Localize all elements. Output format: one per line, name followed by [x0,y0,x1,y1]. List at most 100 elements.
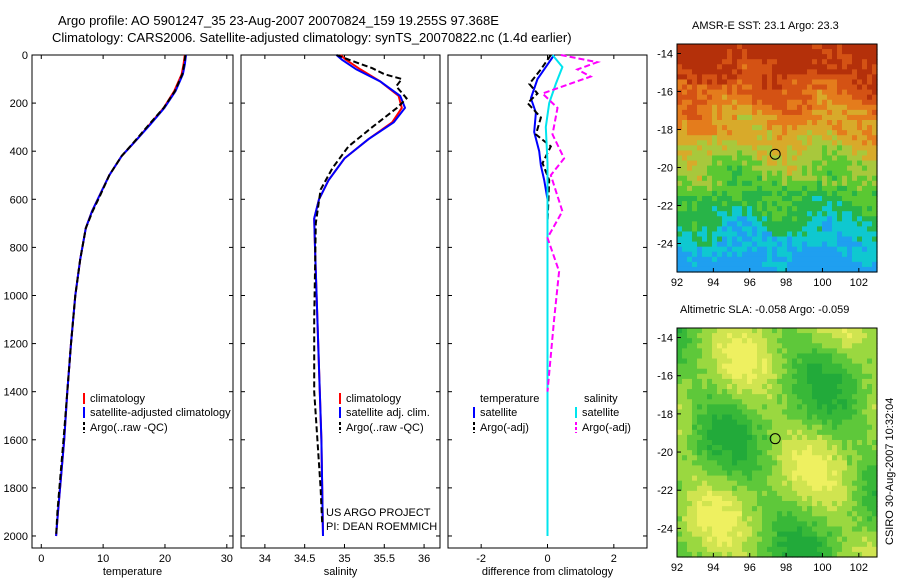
sst-heatmap-cell [862,246,868,253]
sla-heatmap-cell [837,480,843,487]
sla-heatmap-cell [717,353,723,360]
sst-heatmap-cell [772,49,778,55]
sst-heatmap-cell [752,165,758,172]
sst-heatmap-cell [707,246,713,253]
sst-heatmap-cell [842,206,848,212]
sla-heatmap-cell [742,450,748,456]
sst-heatmap-cell [752,59,758,65]
sst-heatmap-cell [767,201,773,207]
sla-heatmap-cell [727,389,733,395]
sst-heatmap-cell [812,89,818,96]
sst-heatmap-cell [767,79,773,86]
sla-heatmap-cell [707,404,713,411]
sla-heatmap-cell [832,460,838,466]
sla-heatmap-cell [837,521,843,528]
sst-heatmap-cell [692,64,698,70]
sla-heatmap-cell [767,501,773,507]
sst-heatmap-cell [852,114,858,121]
sst-heatmap-cell [727,150,733,157]
sla-heatmap-cell [787,490,793,497]
sst-heatmap-cell [837,175,843,182]
sla-heatmap-cell [712,495,718,502]
sla-heatmap-cell [842,460,848,466]
sla-heatmap-cell [777,531,783,538]
sst-heatmap-cell [772,150,778,157]
sla-heatmap-cell [712,501,718,507]
sst-heatmap-cell [852,150,858,157]
sla-heatmap-cell [827,409,833,416]
sst-heatmap-cell [682,231,688,238]
sla-heatmap-cell [747,526,753,533]
sla-heatmap-cell [687,353,693,360]
sst-heatmap-cell [872,120,878,126]
depth-tick-label: 2000 [4,531,28,543]
sst-heatmap-cell [857,94,863,101]
sst-heatmap-cell [792,140,798,146]
sla-heatmap-cell [867,490,873,497]
sla-heatmap-cell [832,480,838,487]
sla-heatmap-cell [852,358,858,365]
sst-heatmap-cell [772,69,778,75]
sla-heatmap-cell [842,429,848,436]
sst-heatmap-cell [832,231,838,238]
sst-heatmap-cell [697,79,703,86]
sst-heatmap-cell [727,216,733,222]
sst-heatmap-cell [847,160,853,167]
sst-heatmap-cell [832,150,838,157]
sla-heatmap-cell [852,541,858,548]
sst-heatmap-cell [687,185,693,192]
sst-heatmap-cell [822,231,828,238]
sla-heatmap-cell [732,521,738,528]
sla-heatmap-cell [727,419,733,426]
sla-heatmap-cell [757,526,763,533]
sla-heatmap-cell [767,450,773,456]
sla-heatmap-cell [872,445,878,451]
sla-heatmap-cell [837,343,843,349]
sst-heatmap-cell [707,160,713,167]
sla-heatmap-cell [862,419,868,426]
sla-heatmap-cell [872,551,878,558]
sst-heatmap-cell [777,246,783,253]
sst-heatmap-cell [802,74,808,81]
sla-heatmap-cell [802,495,808,502]
sla-heatmap-cell [697,378,703,385]
sla-heatmap-cell [727,465,733,472]
sst-heatmap-cell [737,231,743,238]
sst-heatmap-cell [842,140,848,146]
sla-heatmap-cell [752,419,758,426]
sla-heatmap-cell [742,353,748,360]
sst-heatmap-cell [742,185,748,192]
depth-tick-label: 1600 [4,435,28,447]
sla-heatmap-cell [682,460,688,466]
sla-heatmap-cell [677,455,683,461]
sla-heatmap-cell [742,546,748,553]
sst-heatmap-cell [872,89,878,96]
sst-heatmap-cell [807,216,813,222]
sla-heatmap-cell [827,551,833,558]
sla-heatmap-cell [802,450,808,456]
sla-heatmap-cell [707,546,713,553]
sla-heatmap-cell [802,358,808,365]
sst-heatmap-cell [757,170,763,177]
sst-heatmap-cell [857,135,863,141]
sst-heatmap-cell [822,211,828,217]
sst-heatmap-cell [732,261,738,268]
sst-heatmap-cell [707,216,713,222]
sst-heatmap-cell [822,114,828,121]
sla-heatmap-cell [822,470,828,477]
sst-heatmap-cell [677,69,683,75]
sla-heatmap-cell [802,460,808,466]
sst-heatmap-cell [797,99,803,106]
sla-heatmap-cell [707,429,713,436]
sst-heatmap-cell [702,89,708,96]
sla-heatmap-cell [777,445,783,451]
sst-heatmap-cell [792,226,798,233]
sla-heatmap-cell [787,546,793,553]
sst-heatmap-cell [742,99,748,106]
sst-heatmap-cell [697,114,703,121]
sst-heatmap-cell [762,44,768,50]
sst-heatmap-cell [752,104,758,111]
sst-heatmap-cell [767,216,773,222]
sst-heatmap-cell [747,190,753,197]
sst-heatmap-cell [792,185,798,192]
